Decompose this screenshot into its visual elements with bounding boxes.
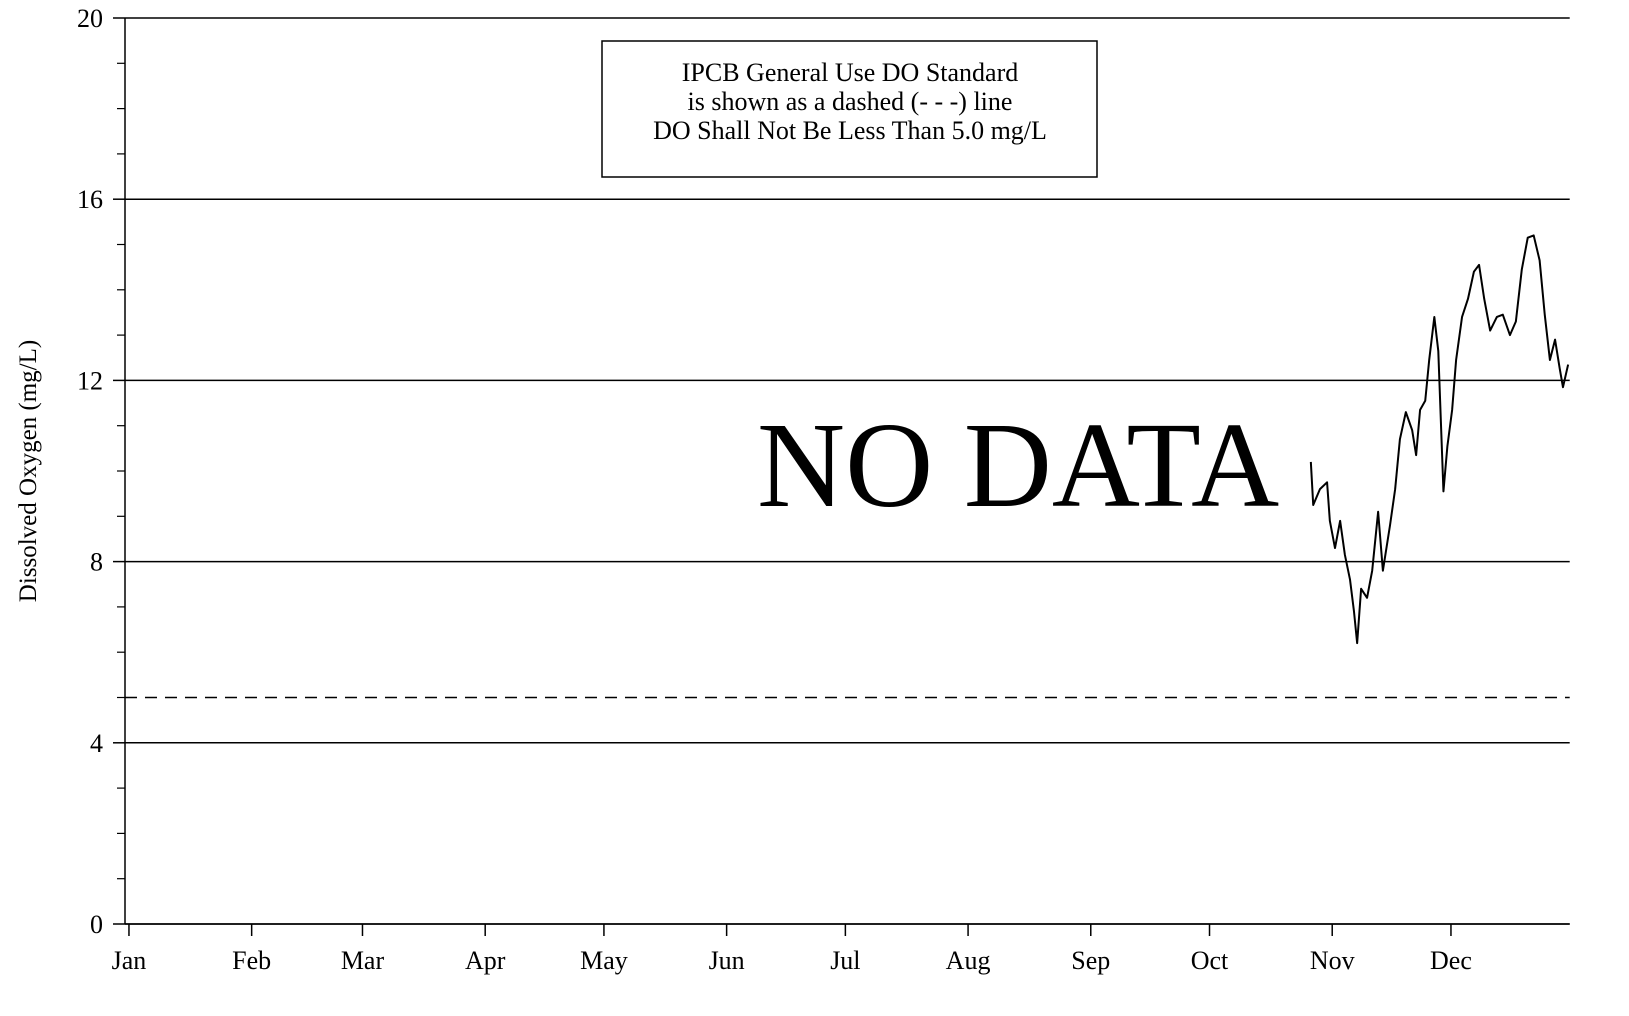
y-tick-label: 20 [77,4,103,33]
y-tick-label: 0 [90,910,103,939]
x-tick-label: Jul [830,946,860,975]
y-tick-label: 8 [90,548,103,577]
x-tick-label: Jan [112,946,147,975]
no-data-label: NO DATA [757,398,1279,533]
x-tick-label: Jun [709,946,745,975]
x-tick-label: May [580,946,628,975]
x-tick-label: Nov [1310,946,1355,975]
annotation-text: DO Shall Not Be Less Than 5.0 mg/L [653,116,1047,145]
x-tick-label: Oct [1191,946,1229,975]
x-tick-label: Sep [1071,946,1110,975]
y-tick-label: 16 [77,185,103,214]
annotation-box [601,40,1098,178]
annotation-text: is shown as a dashed (- - -) line [688,87,1013,116]
annotation-text: IPCB General Use DO Standard [682,58,1019,87]
x-tick-label: Dec [1430,946,1472,975]
x-tick-label: Mar [341,946,385,975]
y-tick-label: 4 [90,729,103,758]
y-axis-label: Dissolved Oxygen (mg/L) [15,340,42,602]
data-line [1309,234,1570,645]
y-tick-label: 12 [77,366,103,395]
x-tick-label: Aug [946,946,991,975]
x-tick-label: Feb [232,946,271,975]
x-tick-label: Apr [465,946,506,975]
